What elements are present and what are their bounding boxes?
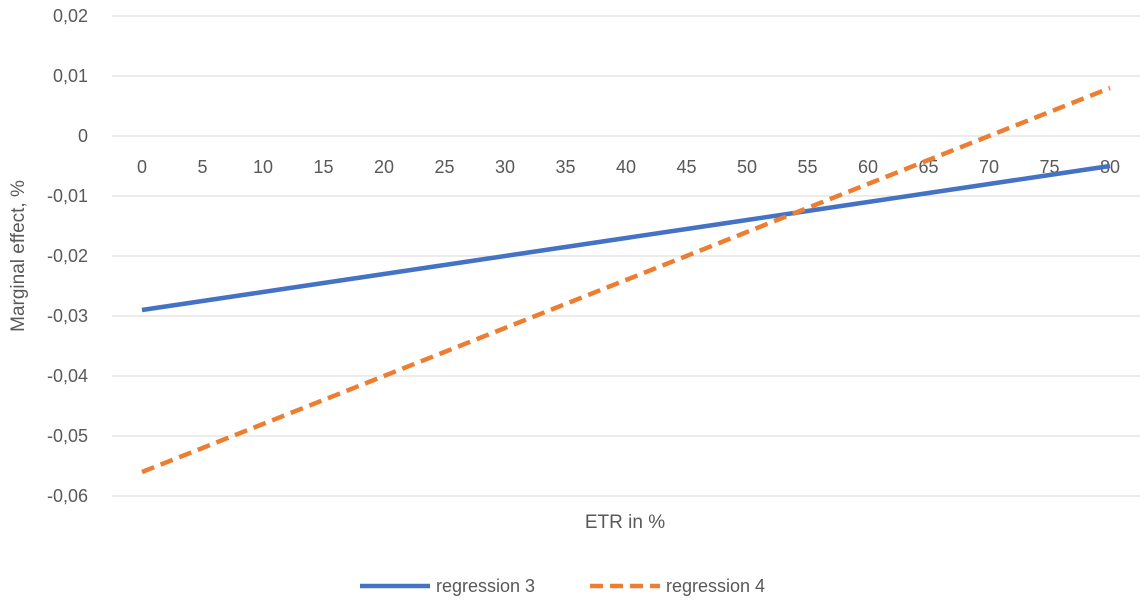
y-axis-tick-labels: 0,02 0,01 0 -0,01 -0,02 -0,03 -0,04 -0,05 -0,06: [47, 6, 88, 506]
x-tick-label: 25: [434, 157, 454, 177]
y-tick-label: -0,04: [47, 366, 88, 386]
x-axis-tick-labels: 0 5 10 15 20 25 30 35 40 45 50 55 60 65 70 75 80: [137, 157, 1120, 177]
x-tick-label: 0: [137, 157, 147, 177]
x-tick-label: 50: [737, 157, 757, 177]
x-tick-label: 60: [858, 157, 878, 177]
y-tick-label: 0,01: [53, 66, 88, 86]
x-tick-label: 5: [197, 157, 207, 177]
y-axis-title: Marginal effect, %: [8, 180, 29, 332]
x-axis-title: ETR in %: [585, 512, 665, 533]
x-tick-label: 70: [979, 157, 999, 177]
x-tick-label: 20: [374, 157, 394, 177]
legend: regression 3 regression 4: [360, 576, 765, 596]
legend-label: regression 3: [436, 576, 535, 596]
x-tick-label: 45: [676, 157, 696, 177]
y-tick-label: 0: [78, 126, 88, 146]
y-tick-label: -0,03: [47, 306, 88, 326]
y-tick-label: 0,02: [53, 6, 88, 26]
y-tick-label: -0,06: [47, 486, 88, 506]
x-tick-label: 10: [253, 157, 273, 177]
gridlines: [112, 15, 1140, 497]
y-tick-label: -0,01: [47, 186, 88, 206]
x-tick-label: 55: [797, 157, 817, 177]
legend-label: regression 4: [666, 576, 765, 596]
y-tick-label: -0,05: [47, 426, 88, 446]
y-tick-label: -0,02: [47, 246, 88, 266]
x-tick-label: 40: [616, 157, 636, 177]
x-tick-label: 35: [555, 157, 575, 177]
x-tick-label: 30: [495, 157, 515, 177]
x-tick-label: 15: [313, 157, 333, 177]
series-line-regression-3: [141, 163, 1111, 313]
series-lines: [141, 85, 1111, 475]
series-line-regression-4: [141, 85, 1111, 475]
